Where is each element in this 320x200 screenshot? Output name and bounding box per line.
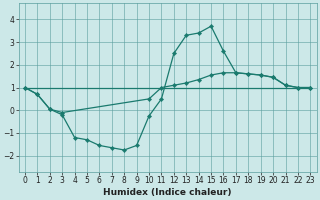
X-axis label: Humidex (Indice chaleur): Humidex (Indice chaleur) <box>103 188 232 197</box>
